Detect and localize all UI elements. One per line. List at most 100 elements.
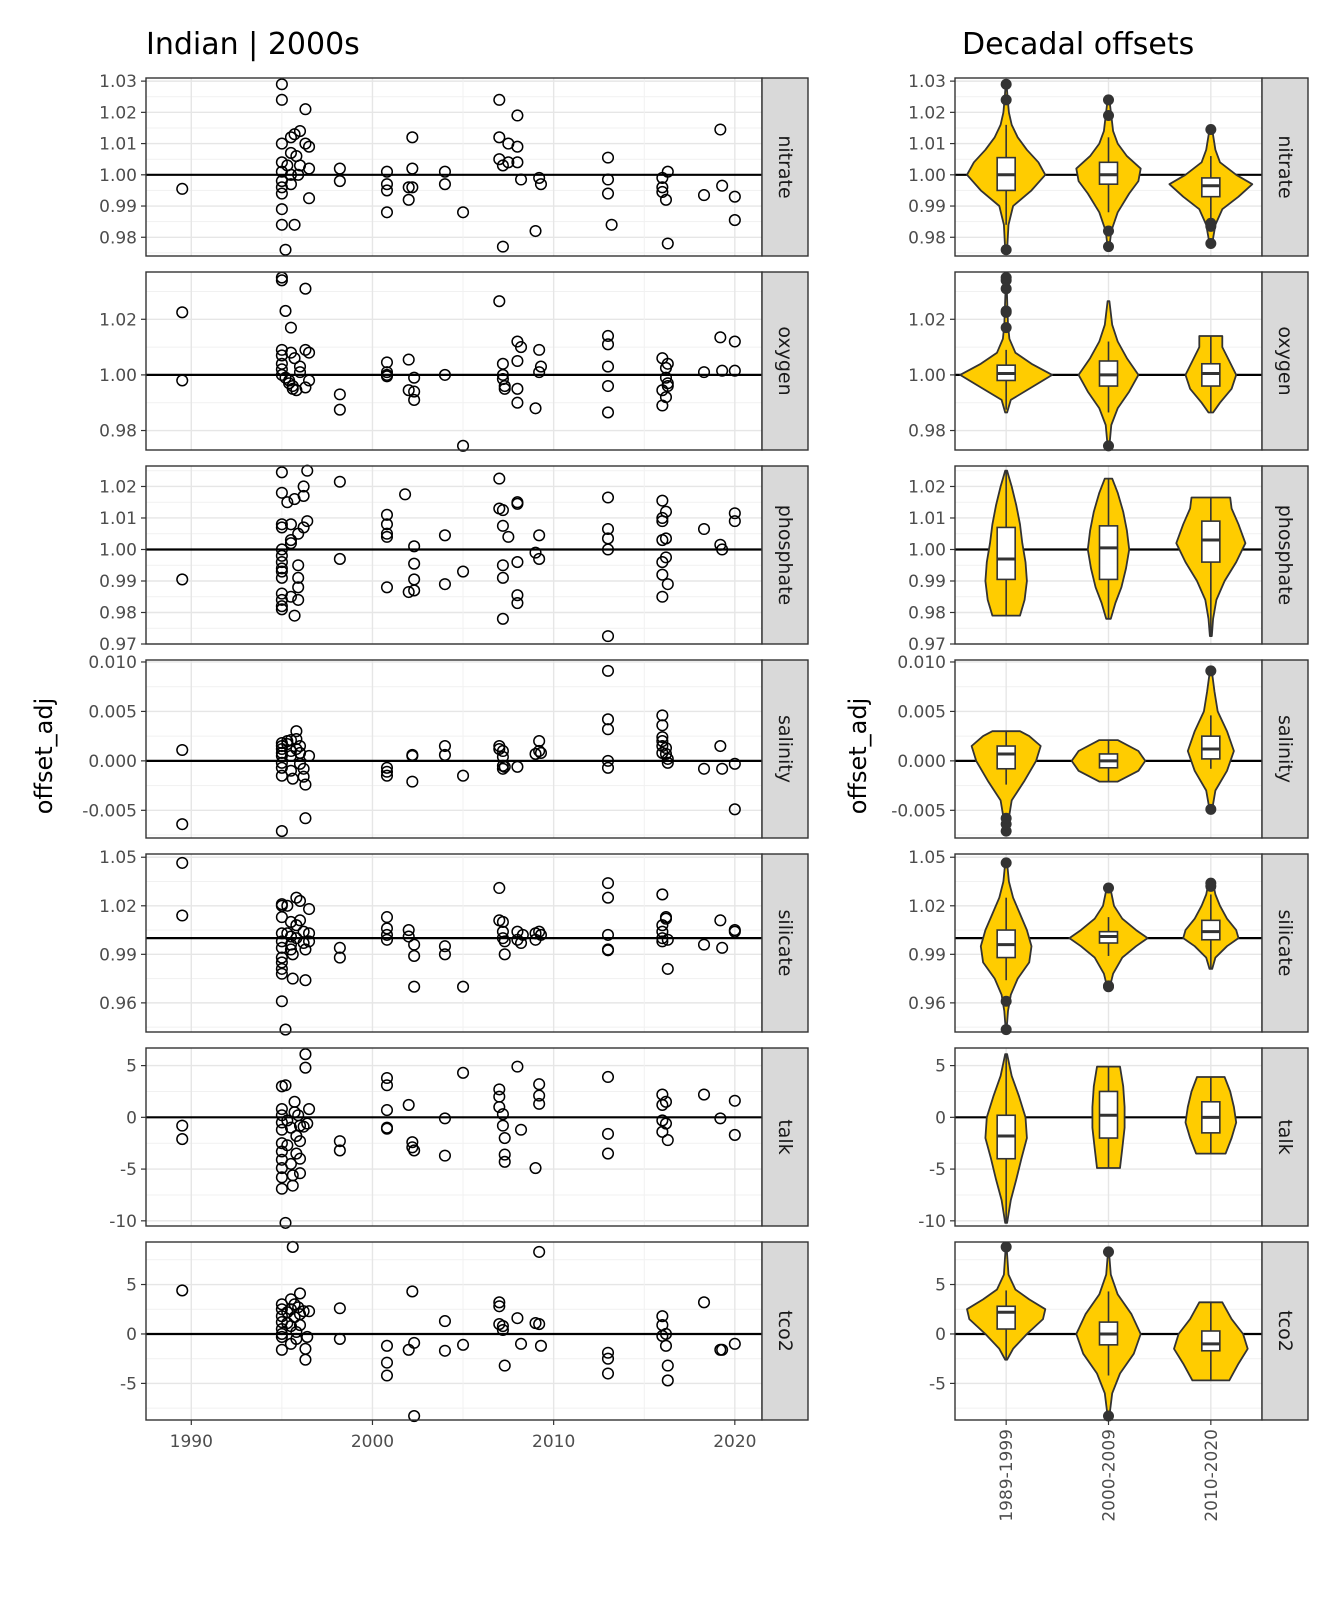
data-point (408, 584, 421, 597)
data-point (659, 193, 673, 206)
data-point (496, 744, 509, 758)
data-point (496, 762, 509, 775)
data-point (380, 508, 394, 521)
y-tick-label: 0 (935, 1108, 946, 1128)
right-strip-label: salinity (1274, 715, 1296, 783)
data-point (176, 374, 189, 387)
x-tick-label: 2010 (532, 1432, 575, 1452)
outlier-point (1103, 241, 1114, 253)
outlier-point (1000, 1241, 1012, 1253)
data-point (493, 881, 506, 895)
data-point (275, 600, 288, 613)
data-point (303, 140, 316, 153)
data-point (601, 754, 615, 767)
box (1201, 520, 1221, 563)
data-point (498, 1148, 511, 1161)
data-point (293, 1287, 307, 1300)
data-point (176, 1133, 189, 1146)
category-label: 2010-2020 (1202, 1429, 1222, 1522)
box (1201, 919, 1221, 941)
data-point (303, 346, 316, 359)
left-strip-bg (761, 659, 809, 839)
right-panel-salinity: -0.005 0.000 0.005 0.010 salinity (891, 653, 1309, 839)
data-point (402, 924, 415, 937)
data-point (293, 1135, 307, 1148)
data-point (601, 1147, 615, 1160)
data-point (457, 206, 470, 219)
data-point (457, 1338, 470, 1351)
y-tick-label: 1.02 (99, 897, 137, 917)
data-point (601, 761, 615, 774)
data-point (380, 581, 394, 594)
data-point (284, 1121, 297, 1134)
data-point (275, 562, 288, 575)
data-point (496, 1108, 509, 1121)
data-point (496, 519, 509, 532)
data-point (299, 137, 312, 150)
right-strip-bg (1261, 853, 1309, 1033)
y-tick-label: 0 (935, 1325, 946, 1345)
y-tick-label: 0.98 (99, 603, 137, 623)
data-point (601, 543, 615, 556)
y-tick-label: -0.005 (891, 801, 946, 821)
data-point (656, 185, 669, 199)
data-point (493, 1296, 506, 1309)
data-point (406, 162, 419, 175)
data-point (293, 1167, 307, 1180)
y-tick-label: 1.01 (99, 135, 137, 155)
data-point (511, 1312, 524, 1325)
data-point (656, 1098, 669, 1111)
data-point (533, 1097, 546, 1110)
data-point (275, 756, 288, 769)
data-point (408, 949, 421, 962)
data-point (279, 1216, 292, 1229)
data-point (333, 1135, 346, 1148)
y-tick-label: 0.97 (99, 635, 137, 655)
data-point (293, 894, 307, 907)
data-point (656, 932, 669, 945)
data-point (380, 178, 394, 191)
data-point (303, 162, 316, 175)
data-point (716, 1343, 729, 1356)
data-point (290, 1325, 303, 1339)
data-point (697, 522, 711, 536)
data-point (601, 1346, 615, 1359)
data-point (333, 552, 346, 565)
data-point (659, 371, 673, 384)
y-tick-label: 0.98 (908, 422, 946, 442)
y-tick-label: 0 (126, 1325, 137, 1345)
data-point (511, 496, 524, 509)
outlier-point (1000, 94, 1012, 106)
data-point (438, 948, 451, 961)
data-point (438, 1112, 451, 1125)
data-point (284, 321, 297, 334)
y-tick-label: 0.010 (897, 653, 946, 673)
outlier-point (1103, 980, 1114, 992)
data-point (275, 549, 288, 562)
data-point (502, 156, 515, 169)
y-tick-label: 1.01 (908, 135, 946, 155)
data-point (529, 224, 542, 238)
category-label: 1989-1999 (997, 1429, 1017, 1522)
left-y-axis-label: offset_adj (30, 698, 58, 815)
panel-bg (146, 1048, 762, 1226)
outlier-point (1000, 812, 1012, 824)
data-point (516, 928, 529, 941)
data-point (176, 1119, 189, 1132)
data-point (275, 486, 288, 499)
data-point (284, 930, 297, 943)
outlier-point (1205, 217, 1217, 229)
data-point (380, 761, 394, 774)
data-point (656, 888, 669, 901)
data-point (496, 559, 509, 572)
data-point (406, 131, 419, 144)
data-point (299, 1061, 312, 1074)
data-point (275, 203, 288, 216)
data-point (284, 518, 297, 531)
data-point (533, 171, 546, 184)
y-tick-label: 0 (126, 1108, 137, 1128)
data-point (498, 948, 511, 961)
data-point (380, 206, 394, 219)
data-point (293, 1152, 307, 1165)
data-point (176, 182, 189, 195)
